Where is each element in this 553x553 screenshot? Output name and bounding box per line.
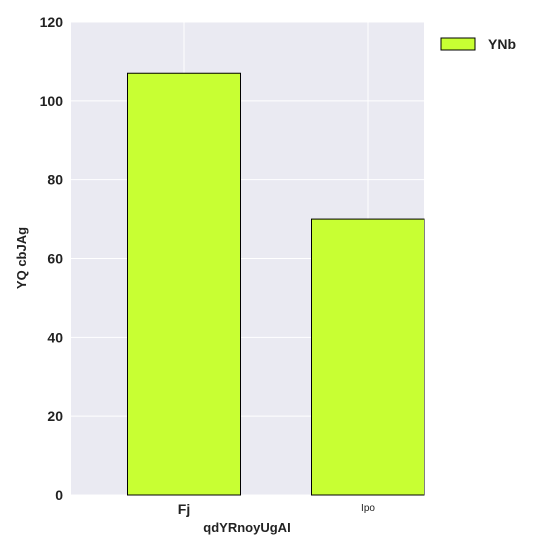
x-tick-labels: Fj Ipo bbox=[178, 501, 376, 517]
legend-label-ynb: YNb bbox=[488, 36, 516, 52]
legend-swatch-ynb bbox=[440, 37, 476, 51]
y-tick-label-120: 120 bbox=[40, 14, 64, 30]
legend: YNb bbox=[440, 36, 516, 52]
y-tick-label-20: 20 bbox=[47, 408, 63, 424]
y-tick-label-80: 80 bbox=[47, 172, 63, 188]
x-tick-label-ipo: Ipo bbox=[361, 503, 375, 514]
y-tick-label-40: 40 bbox=[47, 329, 63, 345]
y-tick-label-100: 100 bbox=[40, 93, 64, 109]
y-tick-labels: 0 20 40 60 80 100 120 bbox=[40, 14, 64, 503]
x-tick-label-fj: Fj bbox=[178, 501, 190, 517]
y-tick-label-60: 60 bbox=[47, 251, 63, 267]
bar-ipo bbox=[311, 218, 425, 496]
bars bbox=[127, 72, 425, 496]
y-axis-title: YQ cbJAg bbox=[14, 227, 29, 289]
bar-fj bbox=[127, 72, 241, 496]
x-axis-title: qdYRnoyUgAI bbox=[203, 520, 290, 535]
y-tick-label-0: 0 bbox=[55, 487, 63, 503]
